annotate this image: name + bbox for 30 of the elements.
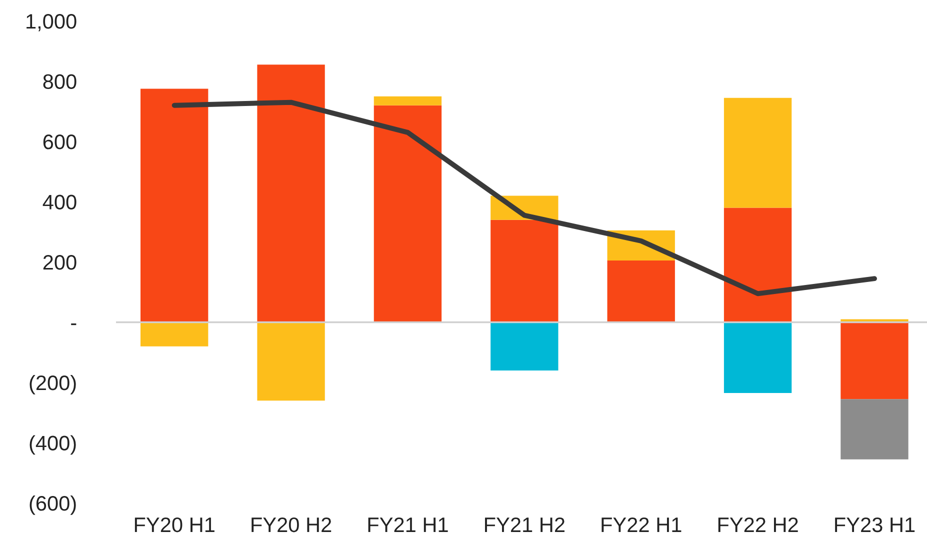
bar	[724, 98, 792, 208]
bar	[724, 322, 792, 394]
y-tick-label: 600	[43, 134, 76, 150]
y-tick-label: (200)	[30, 374, 76, 394]
y-tick-label: -	[71, 323, 76, 326]
bar	[840, 399, 908, 460]
x-tick-label: FY21 H2	[485, 517, 564, 532]
y-tick-label: (600)	[30, 495, 76, 515]
x-tick-label: FY21 H1	[368, 517, 448, 532]
y-tick-label: 1,000	[26, 14, 76, 32]
bar	[140, 88, 208, 322]
bar	[607, 260, 675, 322]
y-tick-label: 800	[43, 74, 76, 90]
bar	[257, 322, 325, 401]
y-tick-label: 400	[42, 194, 76, 210]
bar	[724, 208, 792, 322]
bar	[374, 105, 442, 322]
bar	[490, 220, 558, 322]
y-tick-label: 200	[43, 255, 76, 270]
x-tick-label: FY22 H2	[718, 517, 798, 532]
bar	[257, 64, 325, 322]
bar	[490, 322, 558, 370]
x-tick-label: FY20 H1	[134, 517, 214, 532]
x-tick-label: FY23 H1	[835, 517, 915, 532]
bar	[140, 322, 208, 346]
x-tick-label: FY20 H2	[252, 517, 332, 532]
bar	[374, 96, 442, 106]
bar	[840, 322, 908, 400]
x-tick-label: FY22 H1	[602, 517, 682, 532]
y-tick-label: (400)	[30, 435, 76, 455]
